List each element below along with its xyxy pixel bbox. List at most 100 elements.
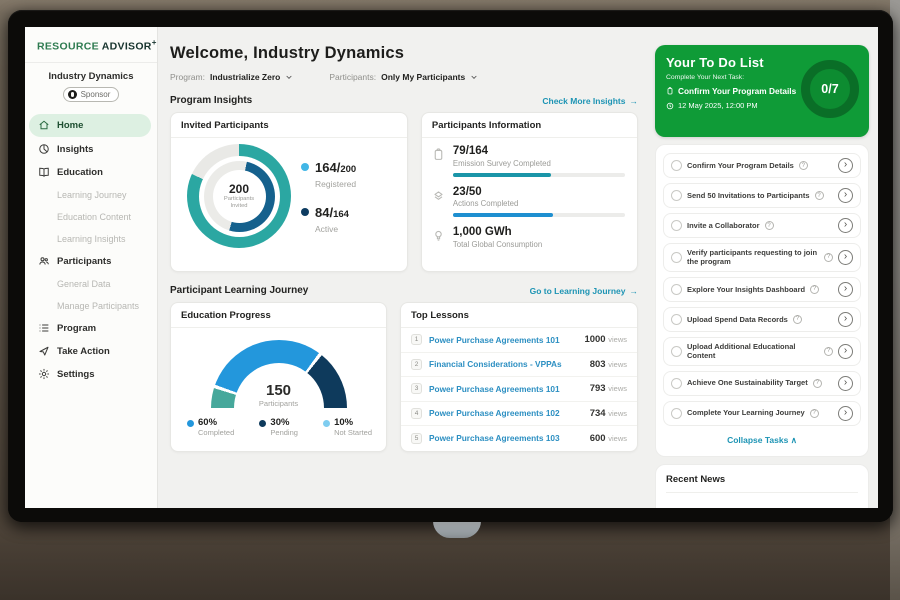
chevron-right-icon[interactable]: › — [838, 343, 853, 359]
chevron-down-icon — [470, 73, 478, 81]
collapse-tasks-link[interactable]: Collapse Tasks ∧ — [663, 431, 861, 451]
task-row[interactable]: Send 50 Invitations to Participants ? › — [663, 183, 861, 208]
active-legend: 84/164 Active — [301, 204, 356, 234]
sidebar-item-manage-participants[interactable]: Manage Participants — [25, 295, 157, 317]
sidebar-item-education-content[interactable]: Education Content — [25, 206, 157, 228]
task-row[interactable]: Upload Additional Educational Content ? … — [663, 336, 861, 366]
help-icon[interactable]: ? — [814, 191, 824, 200]
lesson-link[interactable]: Power Purchase Agreements 102 — [429, 408, 560, 419]
chevron-right-icon[interactable]: › — [838, 311, 853, 327]
todo-title: Your To Do List — [666, 55, 764, 70]
sidebar-item-learning-journey[interactable]: Learning Journey — [25, 184, 157, 206]
help-icon[interactable]: ? — [812, 378, 822, 388]
sidebar-item-label: Program — [57, 322, 97, 334]
legend-percent: 30% — [270, 417, 290, 428]
chevron-right-icon[interactable]: › — [838, 281, 853, 297]
task-checkbox[interactable] — [671, 377, 682, 389]
help-icon[interactable]: ? — [792, 314, 802, 324]
chevron-right-icon[interactable]: › — [838, 375, 853, 391]
help-icon[interactable]: ? — [809, 408, 819, 418]
dashboard-screen: RESOURCE ADVISOR+ Industry Dynamics Spon… — [25, 27, 878, 508]
survey-icon — [432, 148, 445, 161]
legend-label: Completed — [198, 428, 235, 438]
legend-label: Pending — [270, 428, 298, 438]
lesson-link[interactable]: Financial Considerations - VPPAs — [429, 359, 562, 370]
sidebar-item-education[interactable]: Education — [25, 161, 157, 184]
donut-center-value: 200 — [228, 181, 250, 196]
participants-select[interactable]: Participants: Only My Participants — [329, 72, 478, 82]
task-row[interactable]: Verify participants requesting to join t… — [663, 243, 861, 272]
views-label: views — [608, 359, 627, 369]
task-checkbox[interactable] — [671, 283, 682, 295]
lesson-rank: 4 — [411, 407, 422, 419]
task-row[interactable]: Explore Your Insights Dashboard ? › — [663, 276, 861, 302]
program-select[interactable]: Program: Industrialize Zero — [170, 72, 293, 82]
lesson-row: 5 Power Purchase Agreements 103 600 view… — [401, 426, 637, 451]
task-checkbox[interactable] — [671, 313, 682, 325]
education-gauge-chart: 150 Participants — [210, 340, 347, 408]
lesson-views: 1000 — [584, 334, 606, 346]
sidebar-item-label: Settings — [57, 368, 95, 380]
chevron-right-icon[interactable]: › — [838, 249, 853, 265]
task-checkbox[interactable] — [671, 160, 682, 171]
sidebar-item-general-data[interactable]: General Data — [25, 273, 157, 295]
task-label: Verify participants requesting to join t… — [687, 248, 818, 267]
task-checkbox[interactable] — [671, 345, 682, 357]
sidebar-item-label: Participants — [57, 255, 112, 267]
lesson-link[interactable]: Power Purchase Agreements 103 — [429, 433, 560, 444]
background-shadow — [0, 530, 900, 600]
sidebar-item-settings[interactable]: Settings — [25, 363, 157, 386]
task-label: Invite a Collaborator — [687, 220, 760, 230]
help-icon[interactable]: ? — [824, 346, 833, 356]
lesson-link[interactable]: Power Purchase Agreements 101 — [429, 383, 560, 394]
lesson-rank: 2 — [411, 358, 422, 370]
check-more-insights-link[interactable]: Check More Insights → — [542, 96, 638, 106]
task-row[interactable]: Achieve One Sustainability Target ? › — [663, 370, 861, 396]
chevron-right-icon[interactable]: › — [838, 405, 853, 421]
sidebar-item-label: Learning Journey — [57, 189, 127, 200]
recent-news-card: Recent News — [655, 463, 869, 508]
sidebar-item-insights[interactable]: Insights — [25, 138, 157, 161]
task-checkbox[interactable] — [671, 220, 682, 231]
chevron-right-icon[interactable]: › — [838, 158, 853, 173]
todo-card: Your To Do List Complete Your Next Task:… — [655, 45, 869, 137]
sidebar-item-label: General Data — [57, 278, 111, 289]
sidebar-item-learning-insights[interactable]: Learning Insights — [25, 228, 157, 250]
go-to-learning-journey-link[interactable]: Go to Learning Journey → — [530, 286, 638, 296]
card-title: Education Progress — [171, 303, 386, 328]
logo-secondary: ADVISOR — [101, 40, 152, 53]
invited-participants-card: Invited Participants 200 Participants In… — [170, 112, 408, 272]
lesson-link[interactable]: Power Purchase Agreements 101 — [429, 334, 560, 345]
link-label: Go to Learning Journey — [529, 285, 626, 296]
not-started-legend: 10% Not Started — [323, 417, 372, 437]
bulb-icon — [432, 229, 445, 242]
help-icon[interactable]: ? — [810, 284, 820, 294]
task-checkbox[interactable] — [671, 251, 682, 263]
sidebar-item-label: Take Action — [57, 345, 110, 357]
task-checkbox[interactable] — [671, 190, 682, 201]
task-row[interactable]: Invite a Collaborator ? › — [663, 213, 861, 238]
task-row[interactable]: Complete Your Learning Journey ? › — [663, 400, 861, 426]
sidebar-item-participants[interactable]: Participants — [25, 250, 157, 273]
registered-dot-icon — [301, 162, 309, 171]
sidebar-item-take-action[interactable]: Take Action — [25, 340, 157, 363]
education-progress-card: Education Progress 150 Participants 60% — [170, 302, 387, 452]
task-row[interactable]: Upload Spend Data Records ? › — [663, 306, 861, 332]
help-icon[interactable]: ? — [824, 252, 833, 262]
task-row[interactable]: Confirm Your Program Details ? › — [663, 153, 861, 178]
lesson-views: 734 — [589, 407, 606, 419]
chevron-right-icon[interactable]: › — [838, 218, 853, 233]
sponsor-icon — [67, 89, 77, 99]
task-checkbox[interactable] — [671, 407, 682, 419]
page-title: Welcome, Industry Dynamics — [170, 44, 405, 62]
lesson-row: 2 Financial Considerations - VPPAs 803 v… — [401, 353, 637, 377]
registered-legend: 164/200 Registered — [301, 159, 356, 189]
lesson-row: 4 Power Purchase Agreements 102 734 view… — [401, 402, 637, 426]
help-icon[interactable]: ? — [764, 221, 774, 230]
home-icon — [38, 119, 50, 131]
sidebar-item-home[interactable]: Home — [29, 113, 151, 137]
sidebar-item-program[interactable]: Program — [25, 317, 157, 340]
help-icon[interactable]: ? — [798, 161, 808, 170]
chevron-right-icon[interactable]: › — [838, 188, 853, 203]
lesson-rank: 3 — [411, 383, 422, 395]
